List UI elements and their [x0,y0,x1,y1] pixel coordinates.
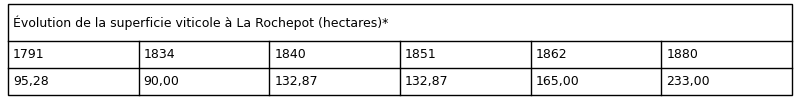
Text: 1862: 1862 [536,48,567,61]
Text: Évolution de la superficie viticole à La Rochepot (hectares)*: Évolution de la superficie viticole à La… [13,15,388,30]
Text: 233,00: 233,00 [666,75,710,88]
Text: 1880: 1880 [666,48,698,61]
Text: 1840: 1840 [274,48,306,61]
Text: 132,87: 132,87 [274,75,318,88]
Text: 165,00: 165,00 [536,75,579,88]
Text: 1791: 1791 [13,48,45,61]
Text: 1851: 1851 [405,48,437,61]
Text: 95,28: 95,28 [13,75,49,88]
Text: 90,00: 90,00 [144,75,179,88]
Text: 132,87: 132,87 [405,75,449,88]
Text: 1834: 1834 [144,48,175,61]
